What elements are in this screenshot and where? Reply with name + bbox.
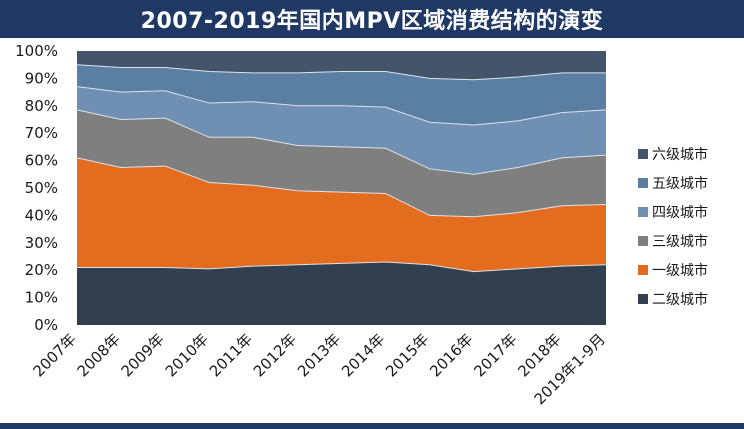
area-layer <box>76 51 607 325</box>
y-tick-label: 50% <box>25 179 58 197</box>
x-tick-label: 2011年 <box>206 330 256 380</box>
y-tick-label: 100% <box>15 42 58 60</box>
legend-label: 二级城市 <box>652 291 708 308</box>
area-三级城市 <box>77 109 606 217</box>
y-tick-label: 40% <box>25 206 58 224</box>
x-tick-label: 2014年 <box>338 330 388 380</box>
legend-swatch <box>638 149 648 159</box>
y-tick-label: 70% <box>25 124 58 142</box>
legend-swatch <box>638 236 648 246</box>
chart-title: 2007-2019年国内MPV区域消费结构的演变 <box>140 9 604 34</box>
y-tick-label: 0% <box>34 316 58 334</box>
area-二级城市 <box>77 261 606 325</box>
x-tick-label: 2016年 <box>426 330 476 380</box>
legend-label: 六级城市 <box>652 146 708 163</box>
x-tick-label: 2013年 <box>294 330 344 380</box>
legend-swatch <box>638 207 648 217</box>
area-六级城市 <box>77 51 606 80</box>
area-四级城市 <box>77 86 606 175</box>
boundary-三级城市 <box>76 109 607 175</box>
legend-label: 五级城市 <box>652 175 708 192</box>
y-tick-label: 80% <box>25 97 58 115</box>
legend-swatch <box>638 294 648 304</box>
x-tick-label: 2008年 <box>74 330 124 380</box>
legend-label: 一级城市 <box>652 262 708 279</box>
y-tick-label: 10% <box>25 289 58 307</box>
x-tick-label: 2007年 <box>29 330 79 380</box>
x-tick-label: 2010年 <box>162 330 212 380</box>
legend-swatch <box>638 265 648 275</box>
legend-swatch <box>638 178 648 188</box>
y-tick-label: 20% <box>25 261 58 279</box>
boundary-一级城市 <box>76 157 607 218</box>
x-tick-label: 2017年 <box>470 330 520 380</box>
y-tick-label: 30% <box>25 234 58 252</box>
legend-label: 四级城市 <box>652 204 708 221</box>
boundary-五级城市 <box>76 64 606 81</box>
x-tick-label: 2009年 <box>118 330 168 380</box>
x-axis: 2007年2008年2009年2010年2011年2012年2013年2014年… <box>29 330 608 408</box>
area-一级城市 <box>77 157 606 272</box>
bottom-bar <box>0 423 744 429</box>
y-tick-label: 90% <box>25 69 58 87</box>
title-bar: 2007-2019年国内MPV区域消费结构的演变 <box>0 0 744 38</box>
x-tick-label: 2015年 <box>382 330 432 380</box>
legend-label: 三级城市 <box>652 233 708 250</box>
y-tick-label: 60% <box>25 152 58 170</box>
boundary-二级城市 <box>77 261 607 273</box>
boundary-四级城市 <box>76 86 607 126</box>
y-axis: 0% 10% 20% 30% 40% 50% 60% 70% 80% 90% 100% <box>15 42 58 334</box>
x-tick-label: 2012年 <box>250 330 300 380</box>
